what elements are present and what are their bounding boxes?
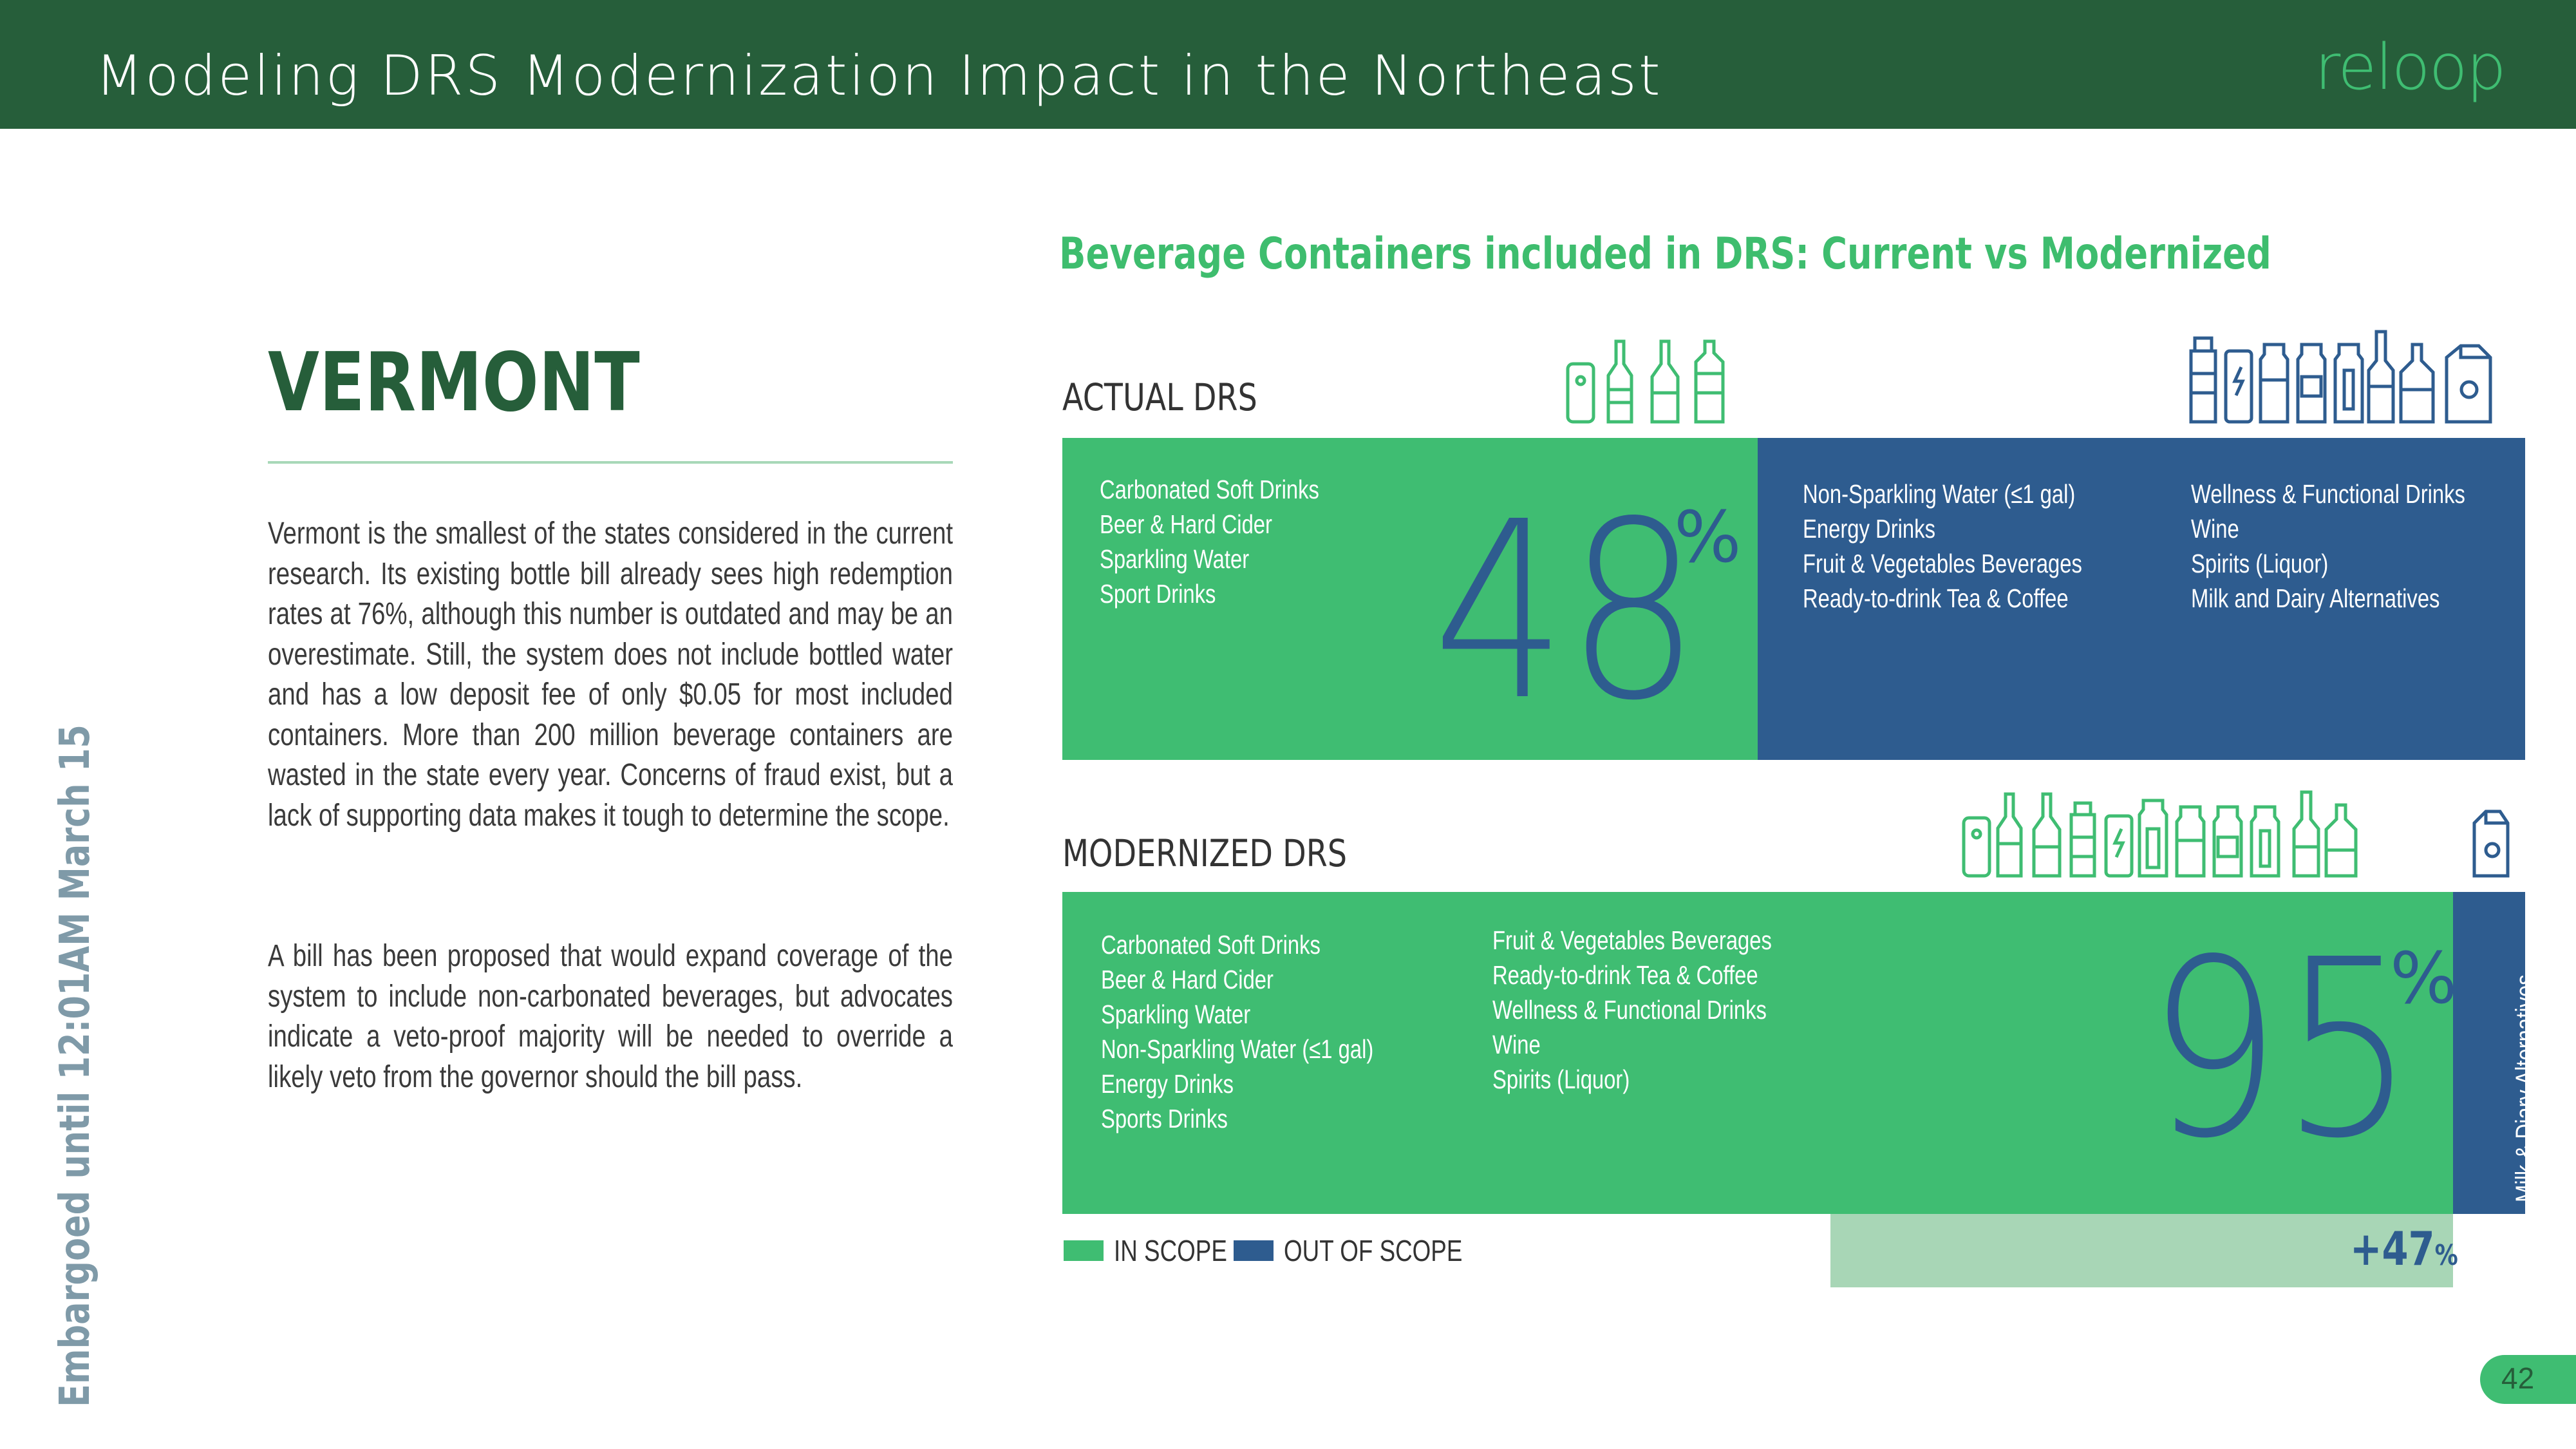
- delta-number: +47: [2350, 1222, 2435, 1276]
- bottle-icon: [1996, 792, 2023, 878]
- list-item: Non-Sparkling Water (≤1 gal): [1101, 1034, 1374, 1064]
- water-bottle-icon: [2069, 801, 2096, 878]
- embargo-text: Embargoed until 12:01AM March 15: [52, 724, 99, 1407]
- actual-in-scope-list: Carbonated Soft Drinks Beer & Hard Cider…: [1100, 472, 1374, 611]
- actual-percent-value: 48: [1433, 469, 1700, 754]
- actual-in-scope-bar: [1062, 438, 1758, 760]
- list-item: Spirits (Liquor): [2191, 549, 2329, 578]
- modernized-in-scope-list-2: Fruit & Vegetables Beverages Ready-to-dr…: [1492, 923, 1841, 1097]
- title-divider: [268, 461, 953, 464]
- milk-out-of-scope-label: Milk & Diary Alternatives: [2511, 925, 2540, 1202]
- list-item: Wine: [1492, 1030, 1541, 1059]
- page-title: Modeling DRS Modernization Impact in the…: [95, 44, 1662, 108]
- juice-bottle-icon: [2259, 343, 2289, 424]
- actual-out-scope-list-2: Wellness & Functional Drinks Wine Spirit…: [2191, 477, 2534, 616]
- logo-text: reloop: [2315, 37, 2505, 104]
- list-item: Wellness & Functional Drinks: [1492, 995, 1767, 1025]
- energy-can-icon: [2104, 814, 2134, 878]
- page-number-badge: [2480, 1355, 2576, 1404]
- tea-bottle-icon: [2212, 805, 2243, 878]
- actual-out-scope-list-1: Non-Sparkling Water (≤1 gal) Energy Drin…: [1803, 477, 2152, 616]
- bottle-icon: [1650, 339, 1680, 424]
- state-title: VERMONT: [268, 335, 640, 430]
- list-item: Ready-to-drink Tea & Coffee: [1803, 583, 2069, 613]
- water-bottle-icon: [2189, 336, 2217, 424]
- list-item: Wellness & Functional Drinks: [2191, 479, 2465, 509]
- list-item: Energy Drinks: [1803, 514, 1935, 544]
- list-item: Beer & Hard Cider: [1100, 509, 1272, 539]
- list-item: Sport Drinks: [1100, 579, 1216, 609]
- reloop-logo: reloop: [2315, 37, 2506, 104]
- body-paragraph-2: A bill has been proposed that would expa…: [268, 939, 953, 1094]
- modernized-percent-symbol: %: [2390, 937, 2458, 1019]
- liquor-bottle-icon: [2399, 343, 2435, 424]
- bottle-icon: [1694, 339, 1725, 424]
- actual-out-of-scope-bar: [1758, 438, 2525, 760]
- list-item: Ready-to-drink Tea & Coffee: [1492, 960, 1758, 990]
- energy-can-icon: [2224, 349, 2253, 424]
- wine-bottle-icon: [2292, 790, 2320, 878]
- body-paragraph-1: Vermont is the smallest of the states co…: [268, 516, 953, 833]
- list-item: Sports Drinks: [1101, 1104, 1228, 1133]
- modernized-out-of-scope-bar: [2453, 892, 2525, 1214]
- modernized-in-scope-list-1: Carbonated Soft Drinks Beer & Hard Cider…: [1101, 927, 1442, 1136]
- modernized-percent-value: 95: [2147, 907, 2415, 1192]
- tall-bottle-icon: [2138, 799, 2168, 878]
- out-of-scope-bottle-icons-actual: [2189, 330, 2492, 424]
- list-item: Non-Sparkling Water (≤1 gal): [1803, 479, 2076, 509]
- functional-drink-icon: [2250, 805, 2280, 878]
- in-scope-bottle-icons-modernized: [1962, 790, 2358, 878]
- modernized-drs-label: MODERNIZED DRS: [1062, 831, 1348, 875]
- list-item: Milk and Dairy Alternatives: [2191, 583, 2440, 613]
- page-number: 42: [2501, 1361, 2535, 1395]
- list-item: Carbonated Soft Drinks: [1101, 930, 1321, 960]
- legend-in-scope-swatch: [1064, 1240, 1104, 1261]
- legend-out-of-scope-label: OUT OF SCOPE: [1284, 1234, 1463, 1267]
- list-item: Wine: [2191, 514, 2239, 544]
- delta-value: +47%: [2350, 1222, 2458, 1276]
- liquor-bottle-icon: [2324, 803, 2358, 878]
- legend-in-scope-label: IN SCOPE: [1114, 1234, 1227, 1267]
- list-item: Carbonated Soft Drinks: [1100, 475, 1319, 504]
- list-item: Fruit & Vegetables Beverages: [1803, 549, 2082, 578]
- can-icon: [1962, 816, 1991, 878]
- list-item: Energy Drinks: [1101, 1069, 1234, 1099]
- bottle-icon: [2032, 792, 2062, 878]
- milk-label-text: Milk & Diary Alternatives: [2511, 974, 2539, 1202]
- delta-symbol: %: [2434, 1239, 2458, 1272]
- juice-bottle-icon: [2175, 805, 2206, 878]
- list-item: Sparkling Water: [1100, 544, 1250, 574]
- wine-bottle-icon: [2367, 330, 2395, 424]
- functional-drink-icon: [2333, 343, 2364, 424]
- can-icon: [1566, 362, 1595, 424]
- in-scope-bottle-icons-actual: [1566, 339, 1725, 424]
- list-item: Spirits (Liquor): [1492, 1065, 1630, 1094]
- list-item: Sparkling Water: [1101, 999, 1251, 1029]
- chart-title: Beverage Containers included in DRS: Cur…: [1059, 229, 2271, 279]
- list-item: Fruit & Vegetables Beverages: [1492, 925, 1772, 955]
- milk-carton-icon: [2445, 344, 2492, 424]
- tea-bottle-icon: [2296, 343, 2327, 424]
- header-bar: [0, 0, 2576, 129]
- bottle-icon: [1606, 339, 1633, 424]
- embargo-notice: Embargoed until 12:01AM March 15: [52, 574, 99, 1407]
- legend-out-of-scope-swatch: [1234, 1240, 1274, 1261]
- milk-carton-icon: [2472, 810, 2510, 878]
- list-item: Beer & Hard Cider: [1101, 965, 1274, 994]
- delta-band: [1830, 1214, 2453, 1287]
- actual-drs-label: ACTUAL DRS: [1062, 375, 1257, 419]
- modernized-in-scope-bar: [1062, 892, 2453, 1214]
- actual-percent-symbol: %: [1674, 496, 1742, 578]
